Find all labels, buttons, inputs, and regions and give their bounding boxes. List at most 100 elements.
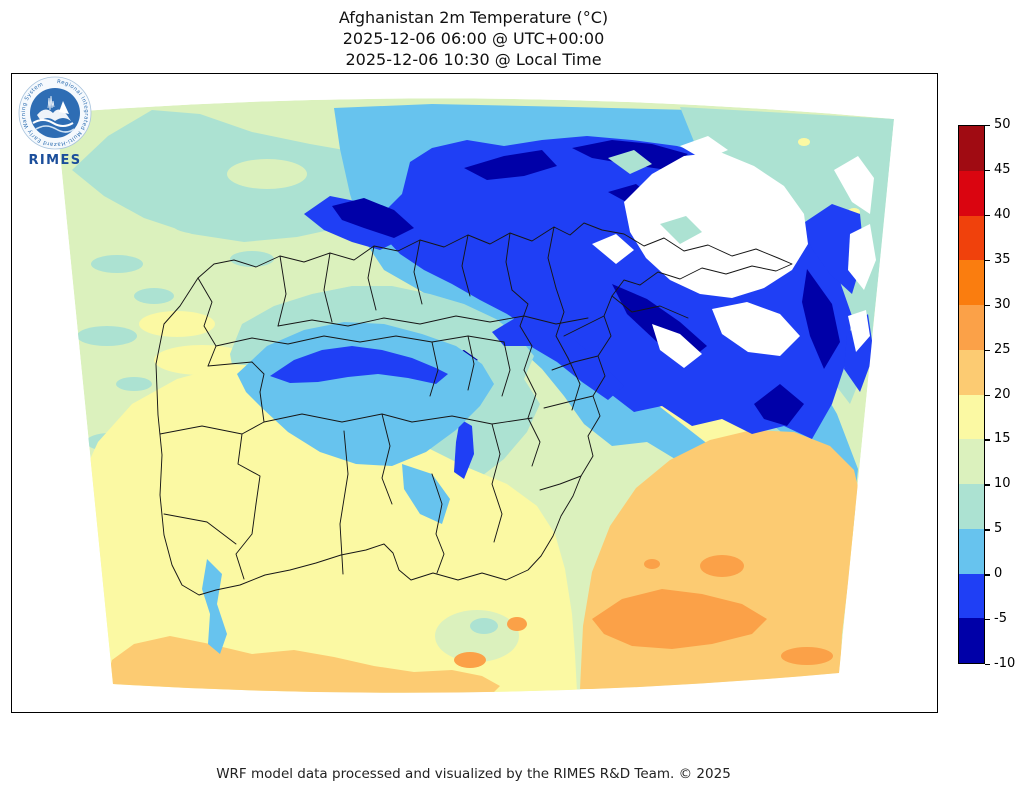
contour-region [834,156,874,214]
colorbar-segment [959,170,984,216]
province-line [511,289,533,371]
contour-region [624,152,808,298]
colorbar-segment [959,484,984,529]
province-line [429,341,439,397]
colorbar-tick-mark [985,304,990,307]
colorbar-tick-label: 30 [994,296,1011,312]
province-line [163,513,237,545]
colorbar-tick-label: 10 [994,476,1011,492]
contour-region [172,214,232,234]
contour-region [754,384,804,426]
colorbar-tick-label: 50 [994,117,1011,132]
colorbar-segment [959,215,984,261]
colorbar-tick-mark [985,349,990,351]
province-line [235,503,257,580]
colorbar-tick-mark [985,169,990,172]
contour-region [202,559,227,654]
province-line [277,315,589,327]
province-line [491,423,503,543]
contour-region [592,589,767,649]
province-boundaries [155,222,793,596]
colorbar-segment [959,126,984,171]
colorbar-segment [959,260,984,305]
contour-region [644,559,660,569]
province-line [467,335,475,391]
province-line [339,430,349,575]
map-axes-frame: Regional Integrated Multi-Hazard Early W… [11,73,938,713]
colorbar-tick-mark [985,214,990,217]
contour-region [77,326,137,346]
colorbar-tick-mark [985,484,990,486]
colorbar-segment [959,618,984,663]
logo-seismogram-icon [47,95,55,111]
contour-region [608,150,652,174]
colorbar-segment [959,573,984,619]
contour-region [798,138,810,146]
colorbar-tick-label: -5 [994,611,1007,627]
contour-region [507,617,527,631]
title-block: Afghanistan 2m Temperature (°C) 2025-12-… [11,7,936,70]
province-line [431,473,445,574]
contour-region [139,311,215,337]
province-line [555,287,569,359]
contour-region [91,255,143,273]
colorbar-tick-label: 40 [994,206,1011,222]
province-line [411,415,533,425]
colorbar-tick-mark [985,394,990,396]
colorbar-tick-mark [985,125,990,127]
province-line [367,245,377,311]
province-line [237,433,261,505]
contour-region [270,346,448,384]
contour-region [435,610,519,662]
colorbar-tick-mark [985,574,990,576]
logo-wordmark: RIMES [28,153,81,168]
contour-region [680,136,728,160]
contour-region [802,269,840,369]
colorbar-tick-label: -10 [994,656,1016,671]
province-line [563,315,605,337]
footer-credit: WRF model data processed and visualized … [216,766,731,782]
contour-region [848,224,876,290]
colorbar-tick-label: 25 [994,341,1011,357]
colorbar-tick-label: 5 [994,521,1003,537]
colorbar-tick-label: 45 [994,161,1011,177]
province-line [277,255,287,327]
contour-region [802,204,864,294]
province-line [207,361,265,393]
province-line [381,413,393,505]
colorbar-tick-mark [985,664,990,666]
contour-region [470,618,498,634]
colorbar-tick-mark [985,619,990,621]
colorbar-tick-label: 35 [994,251,1011,267]
contour-region [230,251,274,267]
contour-region [134,288,174,304]
province-line [413,239,423,305]
colorbar-segment [959,349,984,395]
colorbar-segment [959,305,984,350]
province-line [197,277,217,367]
province-line [505,232,513,291]
contour-region [464,150,557,180]
colorbar-segment [959,394,984,440]
province-line [539,475,582,491]
contour-region [652,324,702,368]
contour-region [227,159,307,189]
province-line [567,357,581,411]
province-line [547,226,557,289]
contour-region [700,555,744,577]
colorbar-tick-label: 0 [994,566,1003,582]
contour-region [492,314,624,400]
province-line [523,369,541,467]
province-line [611,295,689,319]
contour-region [56,364,577,692]
country-border [155,222,793,596]
contour-region [660,216,702,244]
contour-region [104,636,500,693]
province-line [215,335,361,347]
logo-wave2-icon [35,125,75,133]
province-line [263,413,413,423]
colorbar-tick-label: 15 [994,431,1011,447]
temperature-field [56,98,894,693]
contour-region [332,198,414,238]
